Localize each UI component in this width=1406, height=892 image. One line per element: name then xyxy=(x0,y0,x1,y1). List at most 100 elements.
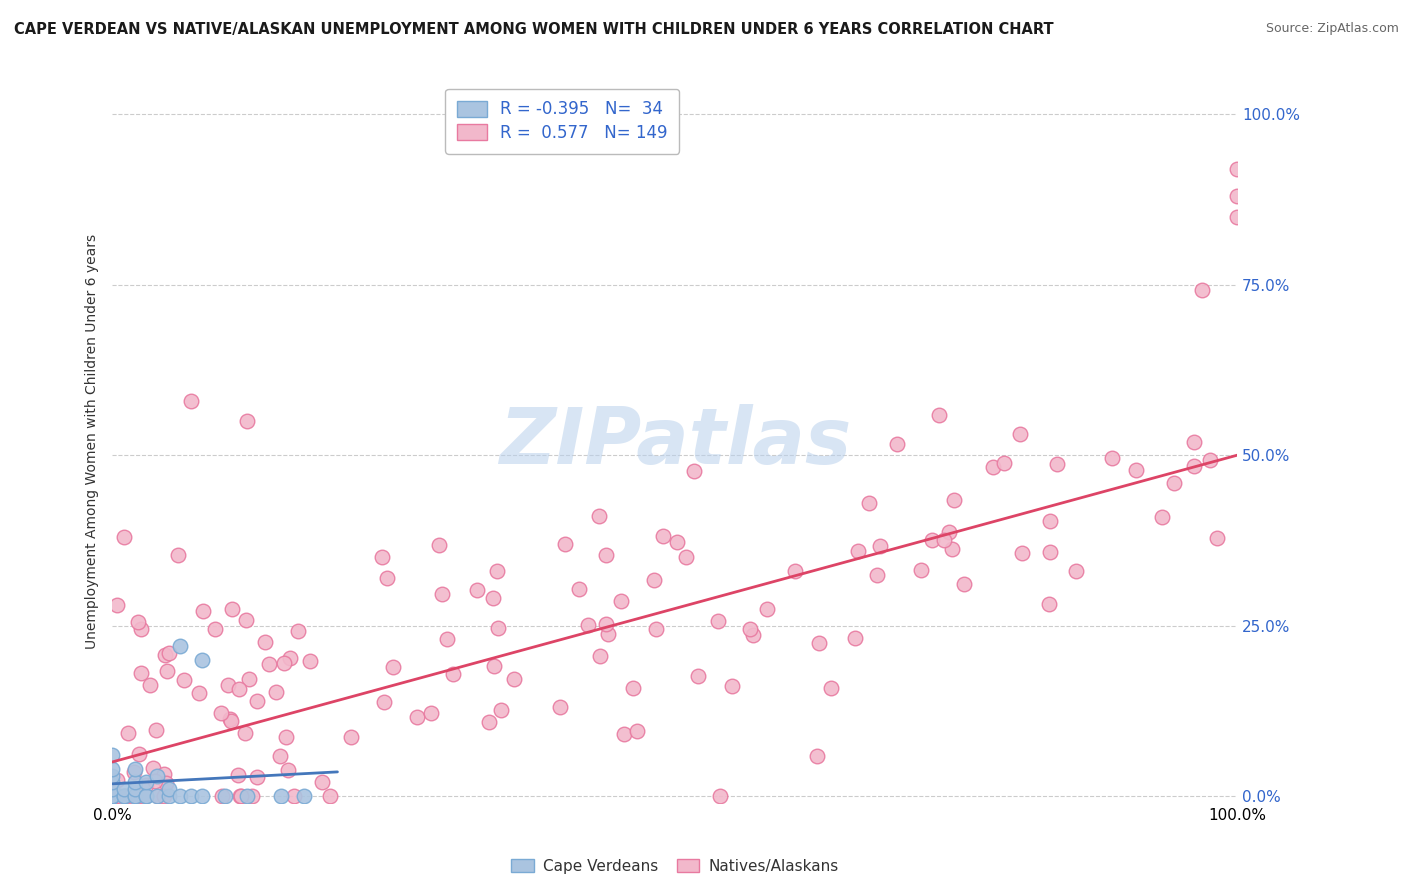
Point xyxy=(621,681,644,695)
Point xyxy=(292,789,315,803)
Point xyxy=(143,774,166,789)
Legend: Cape Verdeans, Natives/Alaskans: Cape Verdeans, Natives/Alaskans xyxy=(505,853,845,880)
Point xyxy=(101,789,124,803)
Point xyxy=(595,617,617,632)
Point xyxy=(135,789,157,803)
Point xyxy=(652,529,675,543)
Point xyxy=(485,564,508,578)
Point xyxy=(1205,531,1227,545)
Point xyxy=(132,789,155,803)
Point xyxy=(118,789,141,803)
Point xyxy=(1039,515,1062,529)
Point xyxy=(643,573,665,587)
Point xyxy=(101,789,124,803)
Point xyxy=(482,659,505,673)
Point xyxy=(1226,189,1249,203)
Point xyxy=(235,613,257,627)
Point xyxy=(1125,463,1147,477)
Point xyxy=(589,648,612,663)
Point xyxy=(129,622,152,636)
Point xyxy=(112,789,135,803)
Point xyxy=(101,775,124,789)
Point xyxy=(1163,476,1185,491)
Point xyxy=(101,789,124,803)
Text: Source: ZipAtlas.com: Source: ZipAtlas.com xyxy=(1265,22,1399,36)
Point xyxy=(478,715,501,730)
Point xyxy=(122,765,145,780)
Point xyxy=(576,618,599,632)
Point xyxy=(124,762,146,776)
Point xyxy=(228,682,250,697)
Point xyxy=(209,706,232,720)
Point xyxy=(103,789,125,803)
Point xyxy=(844,631,866,645)
Point xyxy=(707,614,730,628)
Point xyxy=(419,706,441,721)
Point xyxy=(173,673,195,688)
Point xyxy=(129,666,152,681)
Point xyxy=(114,789,136,803)
Point xyxy=(311,775,333,789)
Point xyxy=(1182,458,1205,473)
Point xyxy=(112,782,135,797)
Point xyxy=(124,789,146,803)
Point xyxy=(382,660,405,674)
Point xyxy=(169,789,191,803)
Point xyxy=(866,568,889,582)
Point xyxy=(588,508,610,523)
Point xyxy=(405,710,427,724)
Point xyxy=(101,768,124,782)
Point xyxy=(221,602,243,616)
Point xyxy=(1226,210,1249,224)
Point xyxy=(886,437,908,451)
Point xyxy=(229,789,252,803)
Point xyxy=(112,789,135,803)
Point xyxy=(1198,453,1220,467)
Point xyxy=(191,653,214,667)
Point xyxy=(114,530,136,544)
Point xyxy=(240,789,263,803)
Point xyxy=(688,669,710,683)
Point xyxy=(820,681,842,696)
Point xyxy=(568,582,591,596)
Point xyxy=(482,591,505,606)
Point xyxy=(124,782,146,797)
Point xyxy=(152,767,174,781)
Point xyxy=(180,393,202,408)
Point xyxy=(101,782,124,797)
Point xyxy=(491,703,513,717)
Point xyxy=(554,537,576,551)
Point xyxy=(142,761,165,775)
Point xyxy=(269,749,291,764)
Point xyxy=(157,782,180,797)
Point xyxy=(124,775,146,789)
Point xyxy=(278,651,301,665)
Text: ZIPatlas: ZIPatlas xyxy=(499,403,851,480)
Point xyxy=(229,789,252,803)
Point xyxy=(941,541,963,556)
Point xyxy=(666,535,689,549)
Point xyxy=(219,712,242,726)
Point xyxy=(193,604,215,618)
Point xyxy=(152,789,174,803)
Point xyxy=(117,726,139,740)
Point xyxy=(169,639,191,653)
Point xyxy=(1038,597,1060,611)
Point xyxy=(1010,427,1032,442)
Point xyxy=(105,772,128,787)
Point xyxy=(928,408,950,422)
Point xyxy=(1182,434,1205,449)
Point xyxy=(214,789,236,803)
Point xyxy=(645,622,668,636)
Legend: R = -0.395   N=  34, R =  0.577   N= 149: R = -0.395 N= 34, R = 0.577 N= 149 xyxy=(446,88,679,153)
Point xyxy=(204,622,226,636)
Point xyxy=(246,694,269,708)
Point xyxy=(756,602,779,616)
Point xyxy=(375,571,398,585)
Point xyxy=(721,679,744,693)
Point xyxy=(276,731,298,745)
Point xyxy=(741,628,763,642)
Y-axis label: Unemployment Among Women with Children Under 6 years: Unemployment Among Women with Children U… xyxy=(86,234,100,649)
Point xyxy=(595,548,617,562)
Point xyxy=(166,548,188,562)
